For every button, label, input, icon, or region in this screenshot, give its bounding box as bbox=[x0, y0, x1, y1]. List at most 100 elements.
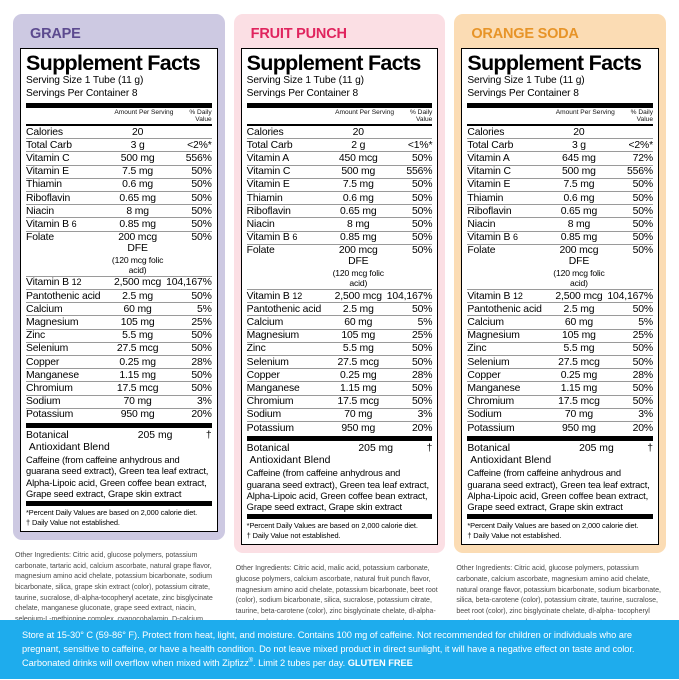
nutrient-row: Calcium 60 mg 5% bbox=[246, 315, 432, 330]
nutrient-daily-value: 5% bbox=[386, 315, 432, 330]
nutrient-name: Copper bbox=[26, 354, 110, 369]
botanical-blend-amount: 205 mg bbox=[579, 443, 614, 455]
nutrient-name: Zinc bbox=[26, 328, 110, 343]
nutrient-row: Calories 20 bbox=[467, 126, 653, 139]
nutrient-amount: 5.5 mg bbox=[550, 341, 608, 356]
divider-blend bbox=[26, 422, 212, 428]
nutrient-name: Pantothenic acid bbox=[246, 302, 330, 316]
botanical-blend-dagger: † bbox=[647, 443, 654, 455]
botanical-blend-amount: 205 mg bbox=[358, 443, 394, 455]
nutrient-row: Total Carb 3 g <2%* bbox=[26, 138, 212, 152]
daily-value-header: % Daily Value bbox=[630, 109, 654, 124]
nutrient-amount: 20 bbox=[352, 126, 364, 138]
divider-footnote bbox=[26, 501, 212, 507]
nutrient-row: Thiamin 0.6 mg 50% bbox=[246, 190, 432, 205]
nutrient-amount: 70 mg bbox=[109, 394, 167, 409]
nutrient-daily-value: 50% bbox=[607, 394, 653, 409]
botanical-blend-name: Botanical Antioxidant Blend bbox=[26, 429, 110, 453]
nutrient-daily-value: 28% bbox=[607, 368, 653, 382]
nutrient-daily-value: 50% bbox=[166, 217, 212, 231]
supplement-facts-box: Supplement Facts Serving Size 1 Tube (11 … bbox=[461, 48, 660, 546]
nutrient-row: Riboflavin 0.65 mg 50% bbox=[467, 204, 653, 218]
nutrient-row: Potassium 950 mg 20% bbox=[246, 420, 432, 435]
divider-medium bbox=[246, 123, 433, 126]
nutrient-row: Copper 0.25 mg 28% bbox=[467, 368, 653, 382]
nutrient-daily-value: 25% bbox=[166, 315, 212, 330]
nutrient-amount: 200 mcg DFE bbox=[109, 230, 167, 255]
nutrient-row: Potassium 950 mg 20% bbox=[26, 407, 212, 421]
nutrient-name: Vitamin E bbox=[467, 177, 551, 192]
nutrient-row: Calcium 60 mg 5% bbox=[26, 302, 212, 316]
divider-blend bbox=[467, 436, 654, 442]
botanical-blend-row: Botanical Antioxidant Blend 205 mg † bbox=[247, 443, 433, 467]
nutrient-amount: 7.5 mg bbox=[329, 177, 387, 192]
botanical-blend-ingredients: Caffeine (from caffeine anhydrous and gu… bbox=[467, 467, 650, 513]
nutrient-name: Potassium bbox=[467, 420, 551, 435]
nutrient-daily-value: 104,167% bbox=[607, 289, 654, 303]
nutrient-row: Magnesium 105 mg 25% bbox=[26, 315, 212, 330]
nutrient-amount: 5.5 mg bbox=[109, 328, 167, 343]
nutrient-name: Zinc bbox=[246, 341, 330, 356]
nutrient-row: Calcium 60 mg 5% bbox=[467, 315, 653, 330]
nutrient-amount: 2,500 mcg bbox=[550, 289, 608, 303]
flavor-column: ORANGE SODA Supplement Facts Serving Size … bbox=[454, 14, 667, 680]
nutrient-row: Sodium 70 mg 3% bbox=[26, 394, 212, 409]
nutrient-amount: 0.85 mg bbox=[109, 217, 167, 231]
nutrient-amount: 0.25 mg bbox=[550, 368, 608, 382]
nutrient-name: Selenium bbox=[26, 341, 110, 356]
nutrient-amount: 0.85 mg bbox=[550, 230, 608, 245]
nutrient-name: Magnesium bbox=[26, 315, 110, 330]
flavor-title: GRAPE bbox=[30, 26, 81, 42]
flavor-title: FRUIT PUNCH bbox=[250, 26, 347, 42]
nutrient-amount: 0.65 mg bbox=[550, 204, 608, 218]
subscript: 12 bbox=[292, 290, 303, 301]
nutrient-amount: 60 mg bbox=[329, 315, 387, 330]
nutrient-amount: 1.15 mg bbox=[329, 381, 387, 396]
nutrient-name: Vitamin A bbox=[246, 151, 330, 166]
serving-size: Serving Size 1 Tube (11 g) bbox=[26, 75, 144, 87]
nutrient-amount: 60 mg bbox=[109, 302, 167, 316]
nutrient-rows-table: Calories 20 Total Carb 3 g <2%* Vitamin A 645 … bbox=[467, 126, 654, 435]
nutrient-name: Folate bbox=[246, 243, 330, 268]
divider-blend bbox=[246, 436, 433, 442]
nutrient-amount: 500 mg bbox=[109, 151, 167, 166]
nutrient-row: Niacin 8 mg 50% bbox=[26, 204, 212, 218]
nutrient-amount: 8 mg bbox=[109, 204, 167, 218]
nutrient-name: Calcium bbox=[26, 302, 110, 316]
nutrient-amount: 20 bbox=[131, 126, 144, 138]
botanical-blend-row: Botanical Antioxidant Blend 205 mg † bbox=[467, 443, 653, 467]
nutrient-rows-table: Calories 20 Total Carb 2 g <1%* Vitamin A 450 … bbox=[246, 126, 433, 435]
nutrient-row: Zinc 5.5 mg 50% bbox=[467, 341, 653, 356]
nutrient-row: Selenium 27.5 mcg 50% bbox=[467, 354, 653, 369]
nutrient-daily-value: 50% bbox=[166, 230, 212, 255]
nutrient-amount: 7.5 mg bbox=[550, 177, 608, 192]
nutrient-name: Vitamin B 6 bbox=[246, 230, 330, 245]
nutrient-daily-value: 50% bbox=[386, 354, 432, 369]
nutrient-daily-value: 50% bbox=[386, 151, 432, 166]
subscript: 6 bbox=[513, 232, 518, 243]
footnote-daily-values: *Percent Daily Values are based on 2,000… bbox=[26, 508, 198, 518]
nutrient-row: Thiamin 0.6 mg 50% bbox=[26, 177, 212, 192]
nutrient-daily-value: 556% bbox=[386, 164, 432, 179]
nutrient-row: Riboflavin 0.65 mg 50% bbox=[26, 190, 212, 205]
nutrient-daily-value: 50% bbox=[607, 230, 653, 245]
nutrient-daily-value: 50% bbox=[607, 217, 653, 231]
nutrient-daily-value: 104,167% bbox=[166, 275, 212, 290]
footnote-daily-values: *Percent Daily Values are based on 2,000… bbox=[246, 521, 418, 531]
nutrient-amount: 500 mg bbox=[550, 164, 608, 179]
nutrient-name: Vitamin E bbox=[26, 164, 110, 179]
nutrient-daily-value: 72% bbox=[607, 151, 653, 166]
nutrient-daily-value: 556% bbox=[166, 151, 212, 166]
nutrient-daily-value: 50% bbox=[386, 341, 432, 356]
botanical-blend-amount: 205 mg bbox=[137, 429, 173, 441]
nutrient-row: Total Carb 2 g <1%* bbox=[246, 138, 432, 152]
nutrient-name: Thiamin bbox=[246, 190, 330, 205]
nutrient-amount: 200 mcg DFE bbox=[329, 243, 387, 268]
nutrient-daily-value: 20% bbox=[386, 420, 432, 435]
nutrient-daily-value: 28% bbox=[166, 354, 212, 369]
nutrient-row: Pantothenic acid 2.5 mg 50% bbox=[467, 302, 653, 316]
nutrient-note-row: (120 mcg folic acid) bbox=[247, 268, 433, 290]
nutrient-row: Vitamin B 12 2,500 mcg 104,167% bbox=[467, 289, 654, 303]
nutrient-name: Calories bbox=[246, 126, 284, 138]
